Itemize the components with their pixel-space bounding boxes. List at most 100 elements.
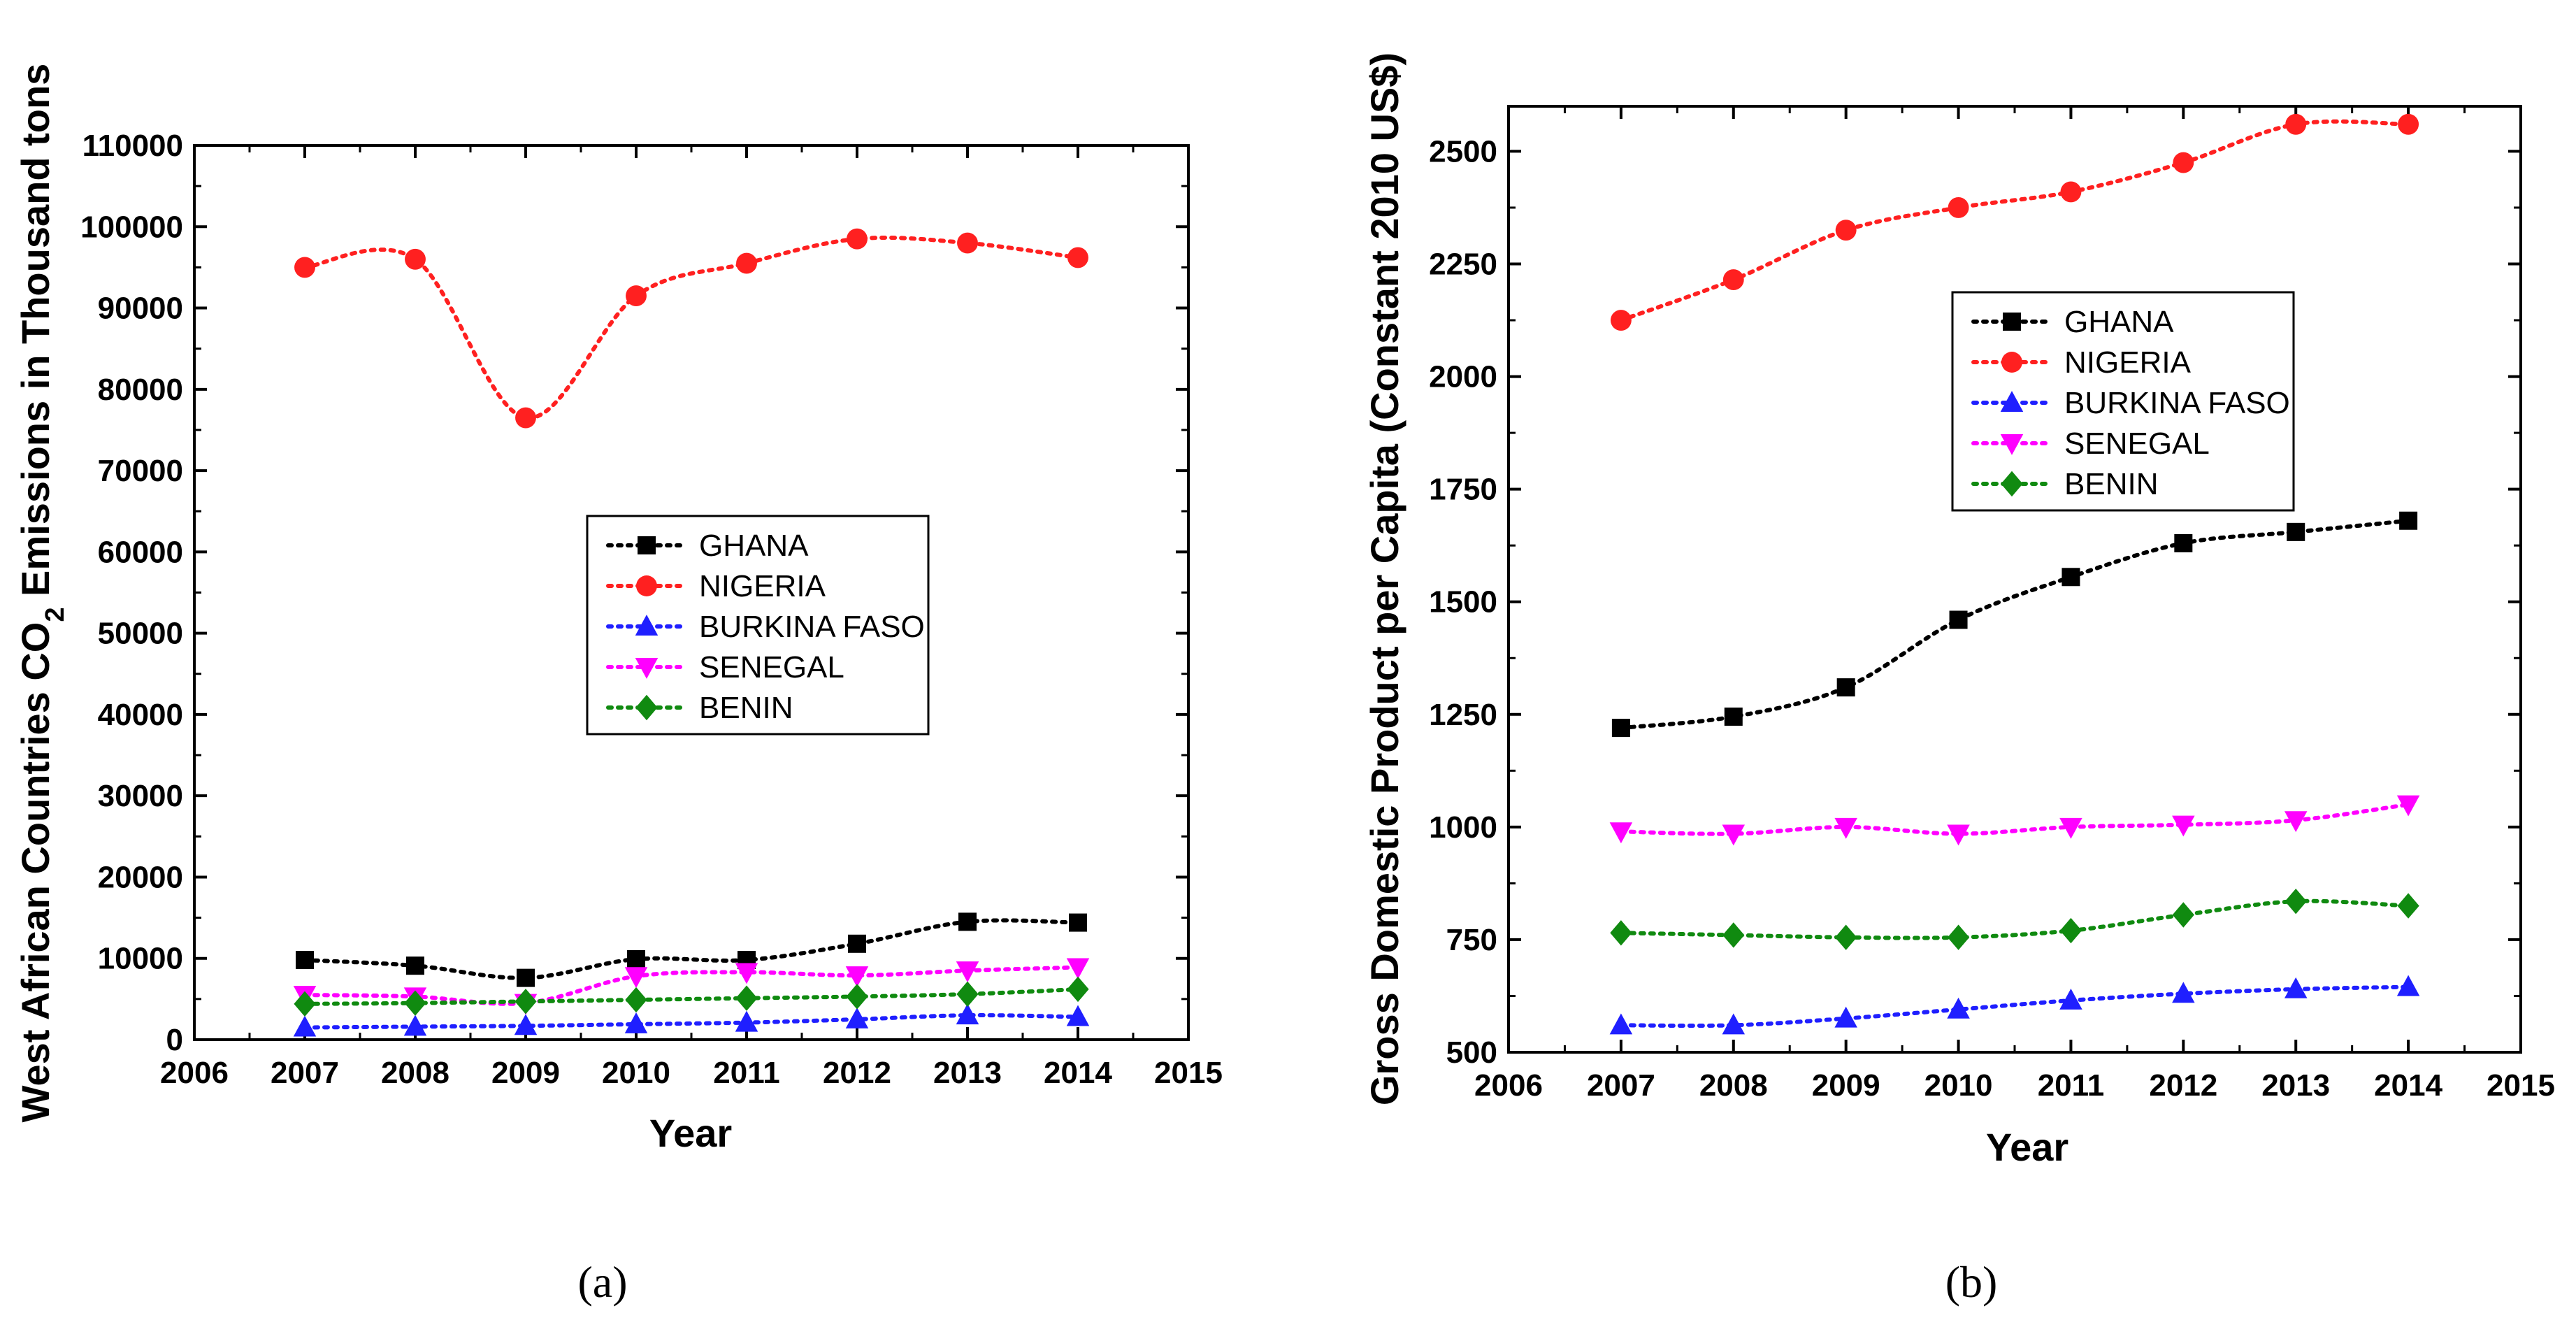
x-tick-label: 2006 (160, 1056, 229, 1090)
data-point (1948, 197, 1969, 218)
data-point (514, 1014, 538, 1035)
x-tick-label: 2010 (1924, 1068, 1993, 1103)
legend-marker (2000, 434, 2024, 455)
x-tick-label: 2014 (1044, 1056, 1112, 1090)
x-tick-label: 2006 (1474, 1068, 1543, 1103)
x-tick-label: 2015 (2487, 1068, 2555, 1103)
data-point (1835, 924, 1857, 950)
data-point (1836, 678, 1855, 697)
x-tick-label: 2012 (2149, 1068, 2217, 1103)
series-line-nigeria (303, 235, 1080, 420)
data-point (625, 987, 647, 1013)
legend-label: NIGERIA (2064, 345, 2192, 380)
x-tick-label: 2007 (1587, 1068, 1655, 1103)
legend-label: GHANA (2064, 305, 2174, 339)
y-tick-label: 0 (166, 1023, 183, 1057)
data-point (2174, 533, 2193, 552)
data-point (1947, 924, 1970, 950)
legend-label: BENIN (699, 691, 793, 725)
x-tick-label: 2010 (602, 1056, 670, 1090)
data-point (2284, 811, 2308, 833)
data-point (1609, 1013, 1633, 1035)
data-point (958, 912, 977, 931)
data-point (2399, 511, 2418, 530)
legend-marker (635, 615, 659, 636)
y-tick-label: 100000 (80, 210, 183, 244)
series-line-senegal (303, 965, 1080, 1006)
x-tick-label: 2015 (1154, 1056, 1223, 1090)
data-point (296, 951, 314, 970)
data-point (735, 985, 758, 1011)
data-point (515, 407, 536, 429)
legend: GHANA NIGERIA BURKINA FASO SENEGAL BENIN (586, 515, 930, 736)
y-axis-label-sub: 2 (41, 608, 70, 622)
y-axis-label-rest: Emissions in Thousand tons (13, 64, 57, 608)
legend-marker (2003, 313, 2021, 331)
legend-marker (636, 575, 657, 596)
data-point (1609, 822, 1633, 844)
data-point (847, 228, 868, 250)
data-point (294, 257, 315, 278)
x-tick-label: 2013 (2261, 1068, 2330, 1103)
data-point (2060, 181, 2082, 203)
legend-label: BURKINA FASO (699, 610, 925, 644)
data-point (2284, 888, 2307, 915)
y-tick-label: 1250 (1429, 698, 1497, 732)
y-axis-label-main: Gross Domestic Product per Capita (Const… (1362, 52, 1406, 1105)
data-point (1835, 220, 1857, 241)
data-point (294, 991, 316, 1017)
panel-label: (b) (1945, 1257, 1998, 1307)
data-point (2284, 977, 2308, 998)
data-point (846, 984, 868, 1010)
data-point (404, 990, 426, 1016)
plot-frame (1507, 105, 2522, 1054)
legend-label: BENIN (2064, 467, 2158, 501)
data-point (1722, 1013, 1746, 1035)
series-line-benin (303, 987, 1080, 1006)
data-point (1834, 817, 1857, 839)
panel-label: (a) (577, 1257, 627, 1307)
data-point (957, 232, 978, 254)
y-tick-label: 110000 (82, 129, 183, 163)
y-tick-label: 90000 (98, 292, 183, 326)
data-point (1067, 976, 1089, 1003)
data-point (1722, 824, 1746, 846)
data-point (845, 1007, 869, 1028)
data-point (515, 989, 537, 1014)
data-point (848, 934, 866, 953)
y-tick-label: 2500 (1429, 134, 1497, 168)
series-line-nigeria (1618, 119, 2411, 323)
series-line-burkina-faso (303, 1013, 1080, 1030)
y-tick-label: 80000 (98, 373, 183, 407)
y-axis-label: Gross Domestic Product per Capita (Const… (1362, 52, 1406, 1105)
legend-marker (2000, 391, 2024, 412)
data-point (2172, 815, 2195, 837)
data-point (624, 1012, 648, 1033)
data-point (1610, 920, 1632, 946)
legend-label: NIGERIA (699, 569, 826, 603)
data-point (2396, 975, 2420, 996)
y-tick-label: 40000 (98, 698, 183, 732)
legend-label: BURKINA FASO (2064, 386, 2290, 420)
data-point (403, 1014, 427, 1036)
legend-marker (638, 536, 656, 554)
data-point (627, 949, 645, 968)
series-line-benin (1618, 898, 2411, 940)
data-point (1947, 997, 1970, 1019)
y-axis-label-main: West African Countries CO (13, 622, 57, 1123)
data-point (2396, 795, 2420, 817)
data-point (405, 248, 426, 270)
data-point (1610, 310, 1632, 331)
data-point (956, 981, 979, 1007)
data-point (735, 1010, 758, 1032)
data-point (2059, 817, 2082, 839)
data-point (2173, 152, 2194, 173)
chart-a: 2006 2007 2008 2009 2010 2011 2012 2013 2014 2015… (13, 64, 1223, 1307)
legend-marker (635, 694, 658, 721)
legend-marker (2001, 471, 2023, 497)
data-point (2061, 568, 2080, 587)
x-tick-label: 2013 (933, 1056, 1002, 1090)
y-axis-label: West African Countries CO2 Emissions in … (13, 64, 70, 1123)
data-point (1611, 719, 1630, 738)
